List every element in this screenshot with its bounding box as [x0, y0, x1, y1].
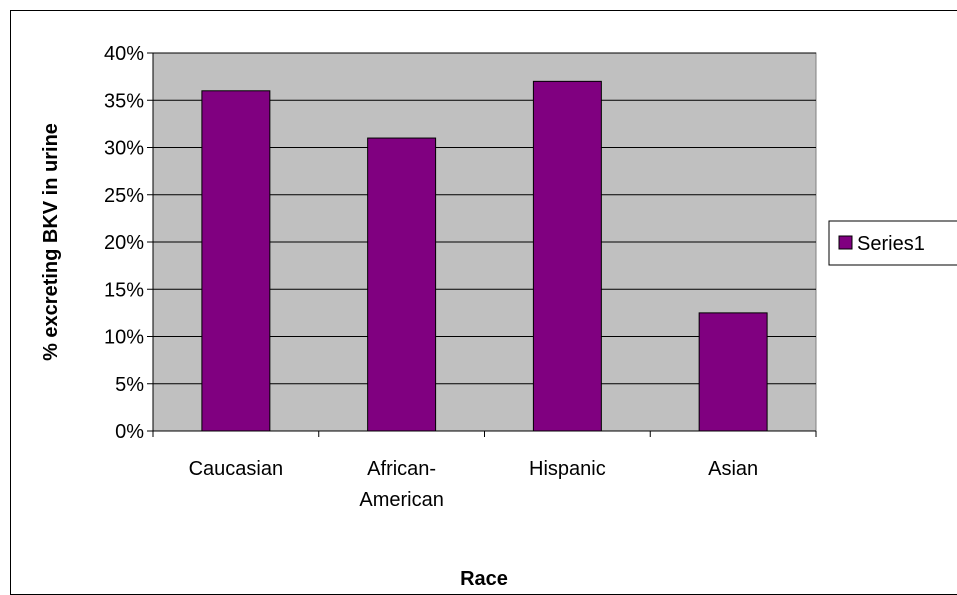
- y-tick-label: 15%: [104, 279, 144, 301]
- y-tick-label: 0%: [115, 421, 144, 443]
- y-tick-label: 25%: [104, 185, 144, 207]
- y-tick-label: 10%: [104, 327, 144, 349]
- y-tick-label: 40%: [104, 43, 144, 65]
- y-tick-label: 30%: [104, 138, 144, 160]
- x-tick-label: American: [359, 489, 443, 511]
- bar-hispanic: [532, 80, 602, 432]
- axes: [147, 52, 817, 437]
- x-tick-labels: Caucasian African- American Hispanic Asian: [189, 458, 759, 511]
- y-tick-label: 35%: [104, 90, 144, 112]
- x-tick-label: Asian: [708, 458, 758, 480]
- legend: Series1: [828, 220, 957, 266]
- legend-swatch: [838, 235, 853, 250]
- y-tick-label: 5%: [115, 374, 144, 396]
- y-axis-title: % excreting BKV in urine: [40, 123, 62, 361]
- bar-african-american: [367, 137, 437, 432]
- bars: [201, 80, 768, 432]
- legend-label: Series1: [857, 233, 925, 255]
- x-tick-label: Hispanic: [529, 458, 606, 480]
- bar-asian: [698, 312, 768, 432]
- y-tick-labels: 0% 5% 10% 15% 20% 25% 30% 35% 40%: [104, 43, 144, 443]
- x-axis-title: Race: [460, 568, 508, 589]
- x-tick-label: Caucasian: [189, 458, 284, 480]
- y-tick-label: 20%: [104, 232, 144, 254]
- bar-caucasian: [201, 90, 271, 432]
- x-tick-label: African-: [367, 458, 436, 480]
